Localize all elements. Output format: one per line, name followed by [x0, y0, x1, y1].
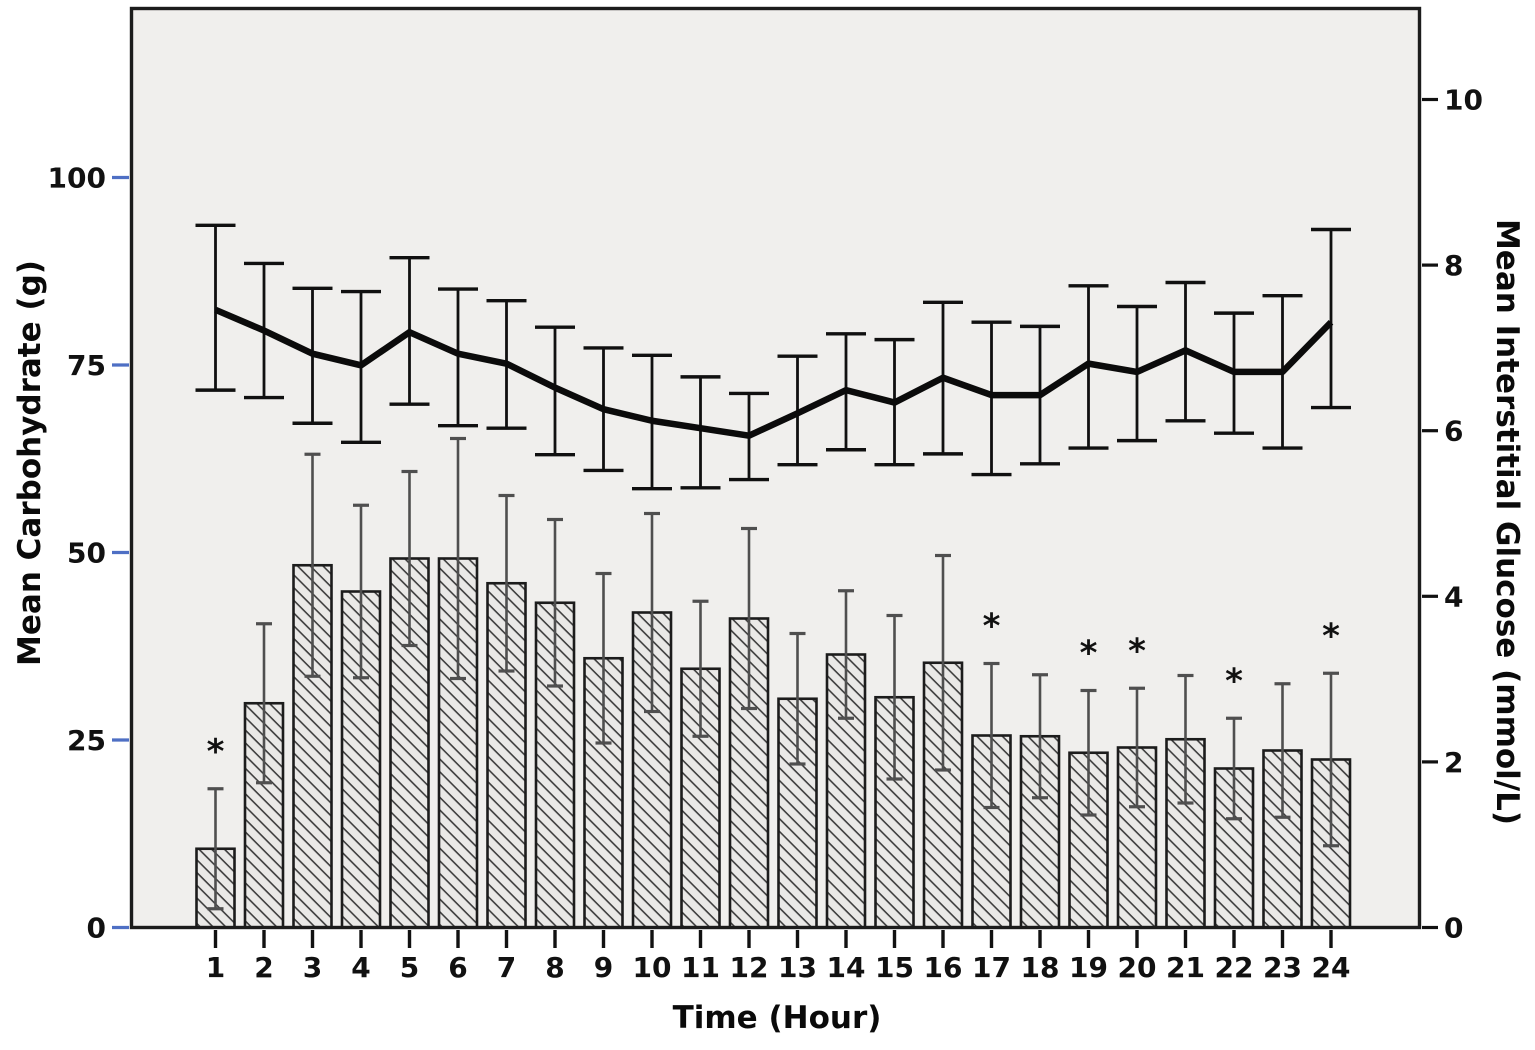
significance-asterisk-hour-22: * [1225, 661, 1243, 701]
plot-frame [129, 6, 1422, 930]
x-axis-tick-label: 16 [924, 951, 963, 984]
right-axis-tick-label: 10 [1444, 84, 1483, 117]
x-axis-tick-label: 24 [1312, 951, 1351, 984]
x-axis-tick-label: 4 [351, 951, 370, 984]
x-axis-tick-label: 2 [254, 951, 273, 984]
x-axis-tick-label: 5 [400, 951, 419, 984]
right-axis-tick-label: 8 [1444, 249, 1463, 282]
left-axis-tick-label: 25 [67, 724, 106, 757]
x-axis-tick-label: 6 [448, 951, 467, 984]
x-axis-tick-label: 8 [545, 951, 564, 984]
glucose-line [214, 306, 1334, 439]
x-axis-tick-label: 21 [1166, 951, 1205, 984]
left-axis-tick-label: 0 [87, 912, 106, 945]
x-axis-tick-label: 11 [681, 951, 720, 984]
x-axis-tick-label: 14 [827, 951, 866, 984]
right-axis-tick-label: 2 [1444, 746, 1463, 779]
right-axis-tick-label: 0 [1444, 912, 1463, 945]
right-axis-tick-label: 6 [1444, 415, 1463, 448]
x-axis-tick-label: 18 [1021, 951, 1060, 984]
x-axis-tick-label: 1 [206, 951, 225, 984]
x-axis-tick-label: 12 [730, 951, 769, 984]
significance-asterisk-hour-17: * [983, 607, 1001, 647]
left-axis-tick-label: 100 [48, 162, 106, 195]
x-axis-tick-label: 3 [303, 951, 322, 984]
significance-asterisk-hour-24: * [1322, 616, 1340, 656]
significance-asterisk-hour-20: * [1128, 631, 1146, 671]
x-axis-tick-label: 23 [1263, 951, 1302, 984]
x-axis-tick-label: 22 [1215, 951, 1254, 984]
left-axis-title: Mean Carbohydrate (g) [12, 260, 48, 666]
left-axis-tick-label: 75 [67, 349, 106, 382]
x-axis-tick-label: 17 [972, 951, 1011, 984]
x-axis-tick-label: 20 [1118, 951, 1157, 984]
significance-asterisk-hour-1: * [207, 732, 225, 772]
x-axis-tick-label: 19 [1069, 951, 1108, 984]
left-axis-tick-label: 50 [67, 537, 106, 570]
x-axis-tick-label: 15 [875, 951, 914, 984]
right-axis-tick-label: 4 [1444, 580, 1463, 613]
right-axis-title: Mean Interstitial Glucose (mmol/L) [1489, 218, 1525, 826]
significance-asterisk-hour-19: * [1080, 634, 1098, 674]
x-axis-tick-label: 7 [497, 951, 516, 984]
x-axis-tick-label: 10 [633, 951, 672, 984]
x-axis-tick-label: 9 [594, 951, 613, 984]
x-axis-title: Time (Hour) [672, 1000, 882, 1036]
x-axis-tick-label: 13 [778, 951, 817, 984]
